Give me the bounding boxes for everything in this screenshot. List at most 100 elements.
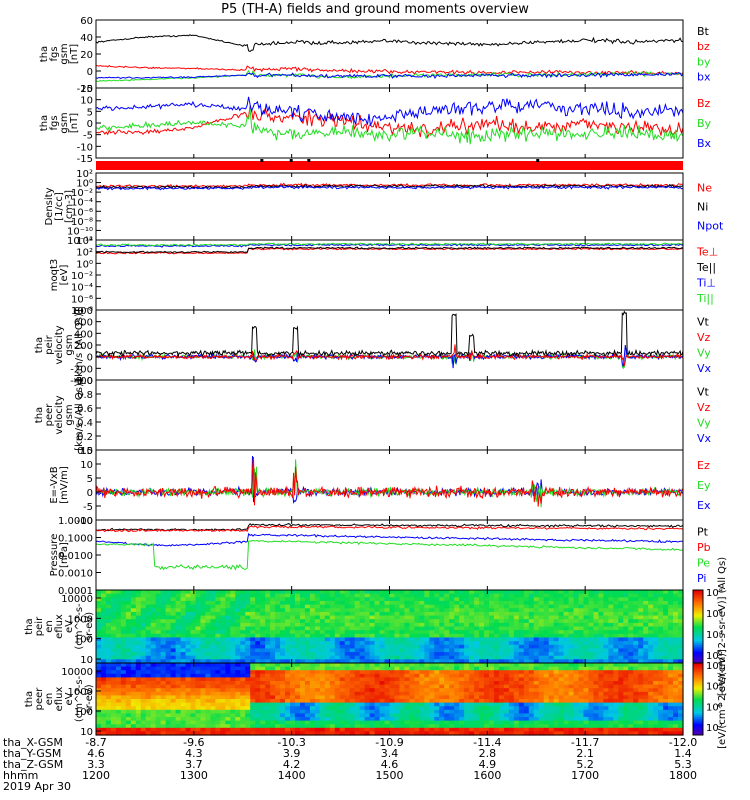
- p2-y-tick-label: 5: [87, 107, 93, 118]
- p5-legend-2: Vz: [697, 331, 711, 344]
- p9-ylabel: sr-eV): [84, 612, 95, 641]
- p9-colorbar-tick: 10²: [706, 651, 723, 662]
- p6-y-tick-label: 0.6: [77, 404, 93, 415]
- p1-legend-2: bz: [697, 40, 710, 53]
- x-axis-value: 1500: [376, 769, 404, 782]
- date-label: 2019 Apr 30: [3, 780, 71, 793]
- p10-colorbar-tick: 10²: [706, 723, 723, 734]
- p9-ylabel: en: [44, 620, 55, 633]
- x-axis-row-label: tha_X-GSM: [3, 736, 63, 749]
- p4-series-Ti⊥: [95, 243, 684, 248]
- p7-y-tick-label: -10: [77, 516, 93, 527]
- p1-series-bx: [95, 71, 684, 80]
- p4-legend-4: Ti||: [696, 292, 714, 305]
- p8-y-tick-label: 1.0000: [58, 516, 93, 527]
- x-axis-value: -12.0: [669, 736, 697, 749]
- p3-y-tick-label: 10⁻⁴: [71, 198, 93, 209]
- flag-mark: [536, 159, 540, 162]
- p6-ylabel: velocity: [54, 395, 65, 434]
- p10-ylabel: (cm^2-s-: [74, 675, 85, 722]
- x-axis-value: 3.7: [185, 758, 203, 771]
- panel-5-frame: [95, 309, 684, 381]
- p1-legend-4: bx: [697, 70, 711, 83]
- x-axis-value: 3.3: [87, 758, 105, 771]
- x-axis-value: -11.7: [571, 736, 599, 749]
- p3-y-tick-label: 10⁻¹²: [67, 236, 93, 247]
- x-axis-value: 4.6: [87, 747, 105, 760]
- x-axis-value: 4.2: [283, 758, 301, 771]
- p8-ylabel: [nPa]: [59, 542, 70, 568]
- p5-y-tick-label: 800: [74, 306, 93, 317]
- p1-ylabel: fgs: [49, 46, 60, 61]
- p9-ylabel: eflux: [54, 614, 65, 639]
- p9-ylabel: peir: [34, 616, 45, 636]
- x-axis-value: 1600: [473, 769, 501, 782]
- p4-legend-2: Te||: [696, 261, 716, 274]
- p2-y-tick-label: -10: [77, 142, 93, 153]
- p5-series: [95, 310, 684, 358]
- p1-y-tick-label: 20: [80, 50, 93, 61]
- p7-legend-3: Ex: [697, 499, 711, 512]
- p6-legend-3: Vy: [697, 417, 711, 430]
- x-axis-value: 3.9: [283, 747, 301, 760]
- p5-ylabel: tha: [34, 337, 45, 353]
- p3-y-tick-label: 10⁻²: [71, 188, 93, 199]
- p9-colorbar-tick: 10⁶: [706, 609, 723, 620]
- p4-y-tick-label: 10⁻⁸: [71, 306, 93, 317]
- p2-legend-2: By: [697, 117, 712, 130]
- p9-y-tick-label: 1000: [68, 614, 93, 625]
- p2-legend-3: Bx: [697, 137, 712, 150]
- p9-y-tick-label: 10: [80, 655, 93, 666]
- x-axis-value: -10.3: [277, 736, 305, 749]
- p1-y-tick-label: 60: [80, 16, 93, 27]
- p9-ylabel: eV: [64, 620, 75, 633]
- p4-y-tick-label: 10⁴: [76, 236, 93, 247]
- p3-legend-3: Npot: [697, 220, 724, 233]
- p8-y-tick-label: 0.0001: [58, 586, 93, 597]
- p5-y-tick-label: -400: [70, 376, 93, 387]
- p2-y-tick-label: 0: [87, 119, 93, 130]
- p10-y-tick-label: 10000: [61, 667, 93, 678]
- p6-y-tick-label: 0.2: [77, 432, 93, 443]
- p8-y-tick-label: 0.0100: [58, 551, 93, 562]
- p4-legend-1: Te⊥: [696, 245, 718, 258]
- p10-ylabel: eflux: [54, 687, 65, 712]
- x-axis-value: 1300: [180, 769, 208, 782]
- p3-series-Npot: [95, 185, 684, 191]
- p3-ylabel: [1/cc]: [54, 192, 65, 221]
- panel-3-frame: [95, 172, 684, 241]
- p7-y-tick-label: -5: [83, 502, 93, 513]
- p9-ylabel: tha: [24, 618, 35, 634]
- p7-series: [95, 456, 684, 507]
- p7-ylabel: [mV/m]: [59, 466, 70, 504]
- x-axis-value: -8.7: [85, 736, 106, 749]
- p4-ylabel: moqt3: [49, 259, 60, 292]
- p6-y-tick-label: 0.4: [77, 418, 93, 429]
- x-axis-value: -9.6: [183, 736, 204, 749]
- p9-y-tick-label: 10000: [61, 594, 93, 605]
- p5-ylabel: peir: [44, 334, 55, 354]
- panel-6-frame: [95, 379, 684, 451]
- x-axis-value: 5.3: [674, 758, 692, 771]
- p9-colorbar-label: [eV/(cm^2-s-sr-eV)] (All Qs): [717, 557, 728, 696]
- p10-colorbar-label: [eV/(cm^2-s-sr-eV)]: [717, 649, 728, 749]
- p2-ylabel: tha: [39, 115, 50, 131]
- p2-y-tick-label: 10: [80, 96, 93, 107]
- p3-y-tick-label: 10⁻¹⁰: [67, 226, 93, 237]
- p2-y-tick-label: -15: [77, 154, 93, 165]
- p5-y-tick-label: 200: [74, 341, 93, 352]
- p6-ylabel: gsm: [64, 404, 75, 425]
- x-axis-value: 1400: [278, 769, 306, 782]
- p1-legend-3: by: [697, 55, 711, 68]
- p10-ylabel: tha: [24, 691, 35, 707]
- x-axis-value: 4.3: [185, 747, 203, 760]
- p5-y-tick-label: 400: [74, 329, 93, 340]
- p4-y-tick-label: 10⁻⁶: [71, 294, 93, 305]
- p3-legend-2: Ni: [697, 200, 708, 213]
- p2-ylabel: fgs: [49, 115, 60, 130]
- p3-ylabel: [cm-3]: [64, 190, 75, 223]
- p8-series-Pt: [95, 522, 684, 532]
- p2-ylabel: gsm: [59, 112, 70, 133]
- x-axis-value: 1200: [82, 769, 110, 782]
- p4-y-tick-label: 10⁰: [76, 259, 93, 270]
